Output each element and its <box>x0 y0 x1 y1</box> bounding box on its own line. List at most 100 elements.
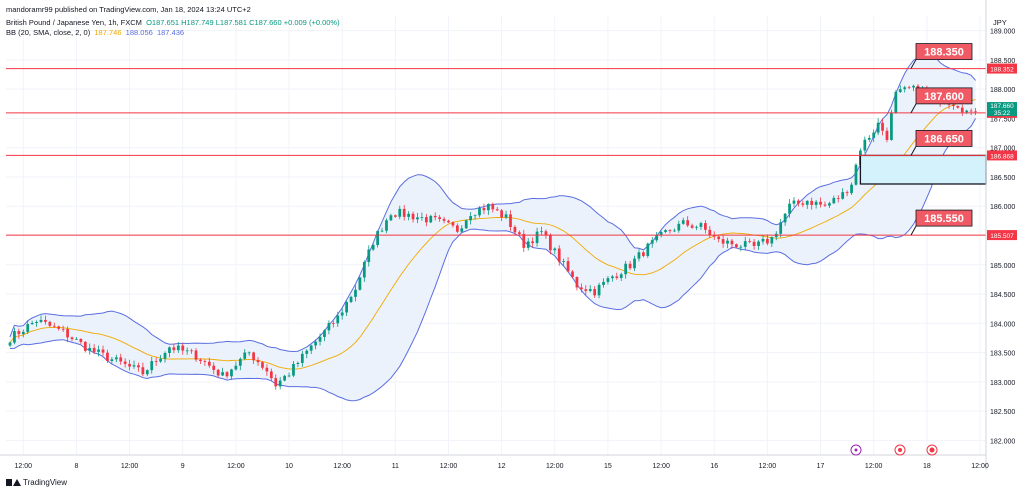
candle-body <box>75 338 78 340</box>
candle-body <box>885 130 889 140</box>
time-tick-label: 12:00 <box>546 463 564 470</box>
candle-body <box>699 223 703 227</box>
candle-body <box>469 216 473 221</box>
candle-body <box>429 215 433 223</box>
candle-body <box>735 244 738 248</box>
candle-body <box>234 365 238 370</box>
bollinger-basis-line <box>9 98 976 370</box>
candle-body <box>854 164 858 185</box>
legend-indicator-row[interactable]: BB (20, SMA, close, 2, 0) 187.746 188.05… <box>6 28 184 37</box>
candle-body <box>438 217 442 219</box>
candle-body <box>137 365 140 368</box>
candle-body <box>633 258 636 269</box>
candle-body <box>110 359 114 361</box>
candle-body <box>486 203 490 211</box>
candle-body <box>810 200 814 205</box>
legend-symbol-row[interactable]: British Pound / Japanese Yen, 1h, FXCM O… <box>6 18 340 27</box>
level-callout-box <box>915 87 973 105</box>
candle-body <box>181 345 185 351</box>
candle-body <box>354 289 357 297</box>
candle-body <box>252 352 255 361</box>
candle-body <box>203 361 207 362</box>
candle-body <box>739 246 743 248</box>
candle-body <box>881 122 884 131</box>
bollinger-fill <box>10 54 976 401</box>
candle-body <box>863 139 867 151</box>
candle-body <box>482 208 486 211</box>
candle-body <box>168 347 171 353</box>
symbol-name: British Pound / Japanese Yen, 1h, FXCM <box>6 18 142 27</box>
candle-body <box>83 341 87 351</box>
candle-body <box>296 362 300 364</box>
candle-body <box>832 197 836 204</box>
candle-body <box>956 106 960 108</box>
candle-body <box>664 230 667 232</box>
currency-label[interactable]: JPY <box>993 18 1007 27</box>
candle-body <box>668 230 672 232</box>
candle-body <box>721 239 725 244</box>
candle-body <box>557 248 561 262</box>
candle-body <box>340 312 344 316</box>
candle-body <box>145 370 149 375</box>
candle-body <box>588 289 592 291</box>
price-tick-label: 182.500 <box>990 409 1015 416</box>
candle-body <box>544 231 548 236</box>
candle-body <box>305 350 309 354</box>
candle-body <box>8 342 12 346</box>
price-tick-label: 185.000 <box>990 263 1015 270</box>
candle-body <box>814 201 818 205</box>
candle-body <box>903 87 907 90</box>
price-tick-label: 183.500 <box>990 351 1015 358</box>
time-tick-label: 10 <box>285 463 293 470</box>
time-tick-label: 17 <box>817 463 825 470</box>
candle-body <box>597 284 601 296</box>
candle-body <box>628 263 632 269</box>
candle-body <box>411 213 415 220</box>
price-tick-label: 183.000 <box>990 380 1015 387</box>
candle-body <box>823 204 827 206</box>
candle-body <box>504 214 508 218</box>
candle-body <box>88 347 92 351</box>
candle-body <box>695 226 698 228</box>
candle-body <box>52 325 56 327</box>
time-tick-label: 16 <box>710 463 718 470</box>
candle-body <box>163 352 167 359</box>
bollinger-bands <box>9 53 977 402</box>
price-axis[interactable]: 189.000 188.500 188.000 187.500 187.000 186.5… <box>985 0 1017 470</box>
callout-pointer <box>910 146 917 156</box>
level-axis-tag <box>987 150 1017 161</box>
candle-body <box>92 347 96 352</box>
time-tick-label: 12:00 <box>121 463 139 470</box>
price-tick-label: 186.500 <box>990 175 1015 182</box>
footer-brand[interactable]: TradingView <box>6 478 67 487</box>
candle-body <box>300 353 304 363</box>
candle-body <box>761 238 765 242</box>
candle-body <box>123 361 127 364</box>
time-axis[interactable]: 12:00 8 12:00 9 12:00 10 12:00 11 12:00 12 12:00 15… <box>0 454 1024 470</box>
candle-body <box>238 358 242 366</box>
last-price-text: 187.660 <box>990 103 1014 110</box>
candle-body <box>717 236 721 240</box>
level-callout-text: 187.600 <box>924 91 964 103</box>
candle-body <box>704 223 707 230</box>
level-callout-box <box>915 130 973 147</box>
candle-body <box>207 361 211 366</box>
candle-body <box>548 235 552 251</box>
candle-body <box>517 232 521 234</box>
last-price-tag <box>987 102 1017 117</box>
candle-body <box>176 345 180 351</box>
candle-body <box>424 217 428 223</box>
time-tick-label: 12:00 <box>333 463 351 470</box>
candle-body <box>349 296 353 302</box>
candle-body <box>367 249 371 263</box>
time-tick-label: 12:00 <box>865 463 883 470</box>
candle-body <box>385 220 388 231</box>
candle-body <box>624 263 628 275</box>
indicator-lower-value: 187.436 <box>156 28 185 37</box>
candle-body <box>867 137 871 140</box>
price-tick-label: 189.000 <box>990 29 1015 36</box>
candle-body <box>455 225 459 232</box>
horizontal-levels: 188.350 187.600 186.650 185.550 <box>6 43 987 236</box>
candle-body <box>451 222 455 226</box>
